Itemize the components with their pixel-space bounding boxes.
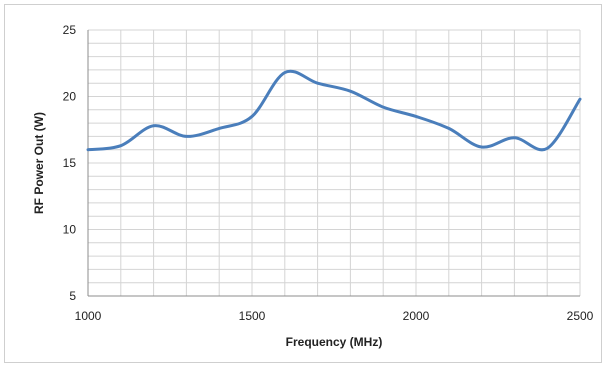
grid <box>87 29 581 297</box>
y-tick-label: 5 <box>69 289 76 303</box>
y-tick-labels: 5 10 15 20 25 <box>63 23 77 303</box>
x-tick-label: 1500 <box>239 309 266 323</box>
x-tick-label: 2000 <box>403 309 430 323</box>
axes <box>87 30 580 297</box>
x-tick-label: 2500 <box>567 309 594 323</box>
y-tick-label: 25 <box>63 23 77 37</box>
y-axis-title: RF Power Out (W) <box>32 112 46 214</box>
series-line <box>86 69 582 152</box>
series-layer <box>86 69 582 152</box>
x-tick-label: 1000 <box>75 309 102 323</box>
chart-frame <box>4 4 602 363</box>
x-axis-title: Frequency (MHz) <box>286 335 383 349</box>
y-tick-label: 10 <box>63 223 77 237</box>
x-tick-labels: 1000 1500 2000 2500 <box>75 309 594 323</box>
y-tick-label: 20 <box>63 90 77 104</box>
y-tick-label: 15 <box>63 156 77 170</box>
